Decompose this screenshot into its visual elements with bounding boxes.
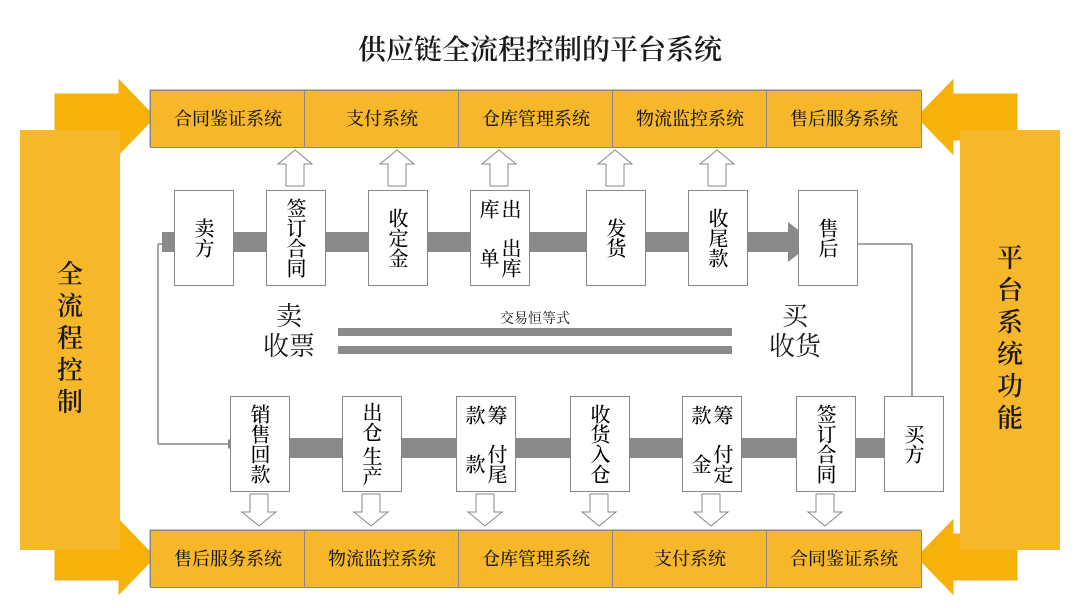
top-row-box-0: 卖方 — [174, 190, 234, 286]
bottom-row-box-0: 销售回款 — [230, 396, 290, 492]
top-row-box-3: 出库出库单 — [470, 190, 530, 286]
middle-caption: 交易恒等式 — [338, 308, 732, 328]
sell-label: 卖收票 — [254, 300, 324, 360]
bottom-row-box-4: 筹款付定金 — [682, 396, 742, 492]
top-row-box-4: 发货 — [586, 190, 646, 286]
top-slot-2: 仓库管理系统 — [458, 90, 614, 148]
bottom-slot-1: 物流监控系统 — [304, 530, 460, 588]
buy-label: 买收货 — [760, 300, 830, 360]
bottom-slot-4: 合同鉴证系统 — [766, 530, 922, 588]
top-slot-0: 合同鉴证系统 — [150, 90, 306, 148]
top-slot-3: 物流监控系统 — [612, 90, 768, 148]
top-row-box-2: 收定金 — [368, 190, 428, 286]
bottom-row-box-2: 筹款付尾款 — [456, 396, 516, 492]
top-slot-4: 售后服务系统 — [766, 90, 922, 148]
bottom-slot-0: 售后服务系统 — [150, 530, 306, 588]
bottom-slot-3: 支付系统 — [612, 530, 768, 588]
bottom-row-box-5: 签订合同 — [796, 396, 856, 492]
bottom-slot-2: 仓库管理系统 — [458, 530, 614, 588]
top-row-box-6: 售后 — [798, 190, 858, 286]
bottom-row-box-6: 买方 — [884, 396, 944, 492]
right-strip: 平台系统功能 — [960, 130, 1060, 550]
bottom-row-box-3: 收货入仓 — [570, 396, 630, 492]
top-slot-1: 支付系统 — [304, 90, 460, 148]
top-row-box-1: 签订合同 — [266, 190, 326, 286]
top-row-box-5: 收尾款 — [688, 190, 748, 286]
left-strip: 全流程控制 — [20, 130, 120, 550]
bottom-row-box-1: 出仓生产 — [342, 396, 402, 492]
